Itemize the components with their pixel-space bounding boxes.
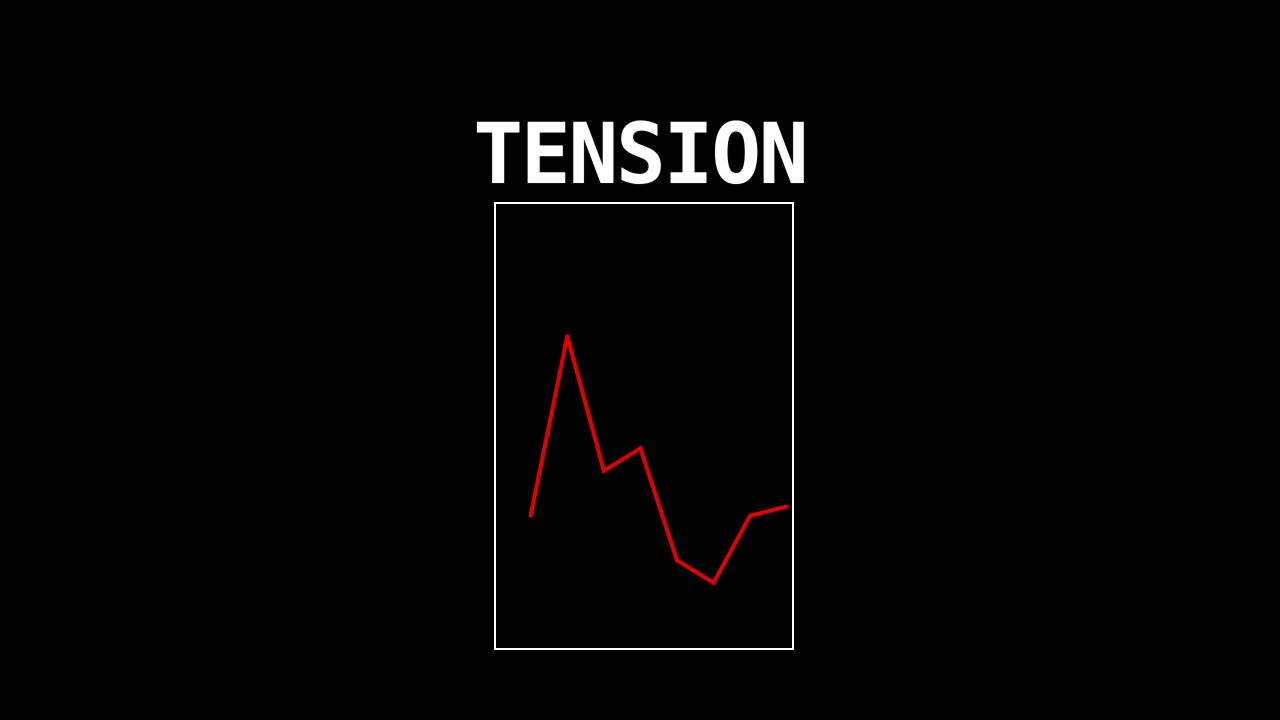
tension-point-5	[711, 580, 716, 585]
tension-point-7	[784, 504, 789, 509]
tension-title: TENSION	[473, 105, 808, 203]
tension-points	[528, 334, 789, 585]
tension-point-3	[638, 446, 643, 451]
tension-point-1	[565, 334, 570, 339]
tension-point-4	[674, 558, 679, 563]
tension-point-2	[601, 468, 606, 473]
tension-line	[528, 335, 788, 586]
tension-point-0	[528, 513, 533, 518]
tension-point-6	[748, 513, 753, 518]
tension-graph	[528, 334, 789, 586]
tension-meter-frame	[494, 202, 794, 650]
